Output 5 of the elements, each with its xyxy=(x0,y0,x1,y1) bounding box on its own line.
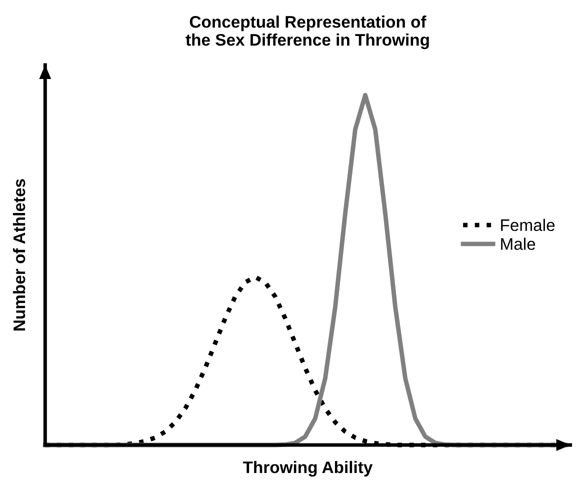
y-axis-title: Number of Athletes xyxy=(12,179,26,330)
x-axis-title: Throwing Ability xyxy=(242,460,373,477)
chart-title: Conceptual Representation of the Sex Difference in Throwing xyxy=(186,16,429,50)
legend-label: Male xyxy=(501,238,536,250)
legend-label: Female xyxy=(501,218,555,232)
